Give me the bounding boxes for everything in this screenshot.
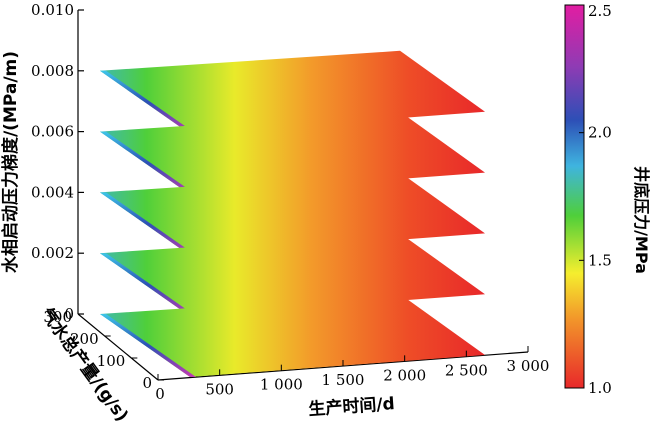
colorbar: 1.0 1.5 2.0 2.5 井底压力/MPa (564, 2, 650, 397)
z-axis-ticks: 0 0.002 0.004 0.006 0.008 0.010 (31, 1, 84, 323)
x-tick-label: 2 500 (445, 362, 488, 380)
y-axis-ticks: 0 100 200 300 (43, 308, 164, 392)
x-tick-label: 0 (155, 385, 165, 403)
surface-slices (100, 50, 485, 377)
y-tick-label: 100 (97, 352, 126, 370)
x-tick-label: 1 500 (322, 371, 365, 389)
z-tick-label: 0.010 (31, 1, 74, 19)
z-tick-label: 0.006 (31, 123, 74, 141)
y-tick-label: 0 (142, 374, 152, 392)
surface-edge-band (100, 192, 196, 256)
x-tick-label: 500 (205, 380, 234, 398)
z-axis-label: 水相启动压力梯度/(MPa/m) (0, 51, 21, 273)
z-tick-label: 0.002 (31, 244, 74, 262)
surface-edge-band (100, 131, 196, 195)
surface-edge-band (100, 314, 196, 377)
colorbar-label: 井底压力/MPa (632, 166, 650, 274)
x-tick-label: 1 000 (260, 376, 303, 394)
x-axis-ticks: 0 500 1 000 1 500 2 000 2 500 3 000 (155, 346, 549, 403)
surface-edge-band (100, 70, 196, 134)
colorbar-tick-label: 1.0 (588, 379, 612, 397)
y-tick-label: 200 (70, 330, 99, 348)
colorbar-gradient (564, 4, 585, 389)
surface-slice (100, 294, 485, 377)
x-axis-label: 生产时间/d (308, 393, 396, 420)
x-tick-label: 3 000 (507, 357, 550, 375)
z-tick-label: 0 (64, 305, 74, 323)
z-tick-label: 0.004 (31, 183, 74, 201)
colorbar-tick-label: 1.5 (588, 251, 612, 269)
x-tick-label: 2 000 (383, 366, 426, 384)
colorbar-ticks: 1.0 1.5 2.0 2.5 (579, 2, 612, 397)
y-tick-label: 300 (43, 308, 72, 326)
surface-plane (100, 294, 485, 377)
colorbar-tick-label: 2.5 (588, 2, 612, 20)
colorbar-tick-label: 2.0 (588, 124, 612, 142)
z-tick-label: 0.008 (31, 62, 74, 80)
surface-edge-band (100, 253, 196, 317)
